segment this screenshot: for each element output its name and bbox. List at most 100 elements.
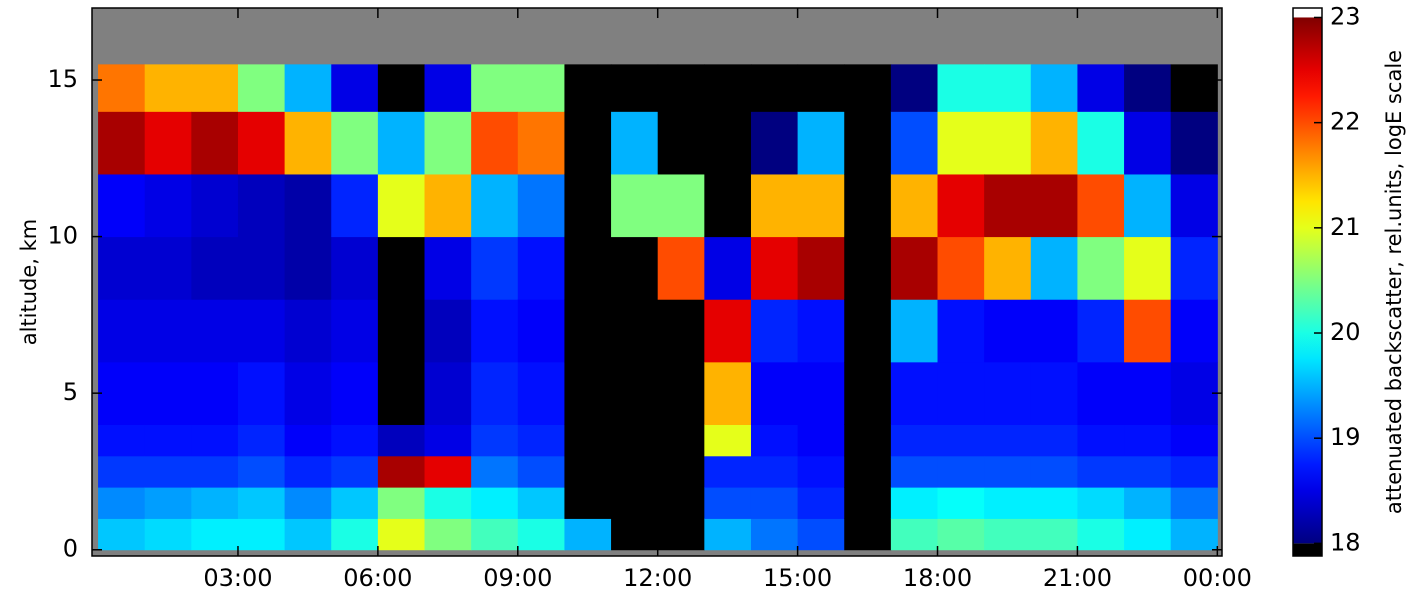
heatmap-cell [1077, 424, 1125, 457]
heatmap-cell [517, 173, 565, 238]
heatmap-cell [564, 64, 612, 112]
heatmap-cell [750, 424, 799, 457]
heatmap-cell [750, 518, 799, 551]
heatmap-cell [611, 173, 659, 238]
heatmap-cell [284, 424, 332, 457]
heatmap-cell [284, 455, 332, 488]
heatmap-cell [1124, 424, 1172, 457]
heatmap-cell [377, 487, 426, 519]
heatmap-cell [517, 518, 565, 551]
heatmap-cell [517, 64, 565, 112]
heatmap-cell [1077, 455, 1125, 488]
colorbar-tick-label: 22 [1330, 108, 1361, 136]
heatmap-cell [797, 487, 845, 519]
heatmap-cell [1030, 236, 1078, 300]
heatmap-cell [1124, 487, 1172, 519]
heatmap-cell [517, 111, 565, 175]
heatmap-cell [1077, 299, 1125, 363]
heatmap-cell [191, 236, 239, 300]
heatmap-cell [1077, 111, 1125, 175]
heatmap-cell [890, 64, 939, 112]
x-tick-label: 00:00 [1183, 564, 1252, 592]
heatmap-cell [984, 173, 1032, 238]
colorbar-under [1293, 543, 1322, 556]
heatmap-cell [331, 173, 379, 238]
heatmap-cell [1170, 424, 1218, 457]
x-tick-label: 03:00 [203, 564, 272, 592]
heatmap-cell [797, 455, 845, 488]
heatmap-cell [377, 518, 426, 551]
heatmap-cell [937, 111, 985, 175]
heatmap-cell [611, 64, 659, 112]
heatmap-cell [98, 64, 146, 112]
heatmap-cell [797, 64, 845, 112]
heatmap-cell [984, 299, 1032, 363]
heatmap-cell [984, 236, 1032, 300]
heatmap-cell [331, 299, 379, 363]
y-axis-label: altitude, km [17, 219, 41, 346]
heatmap-cell [611, 299, 659, 363]
heatmap-cell [1124, 455, 1172, 488]
heatmap-cell [284, 487, 332, 519]
heatmap-cell [517, 361, 565, 425]
heatmap-cell [377, 173, 426, 238]
heatmap-cell [98, 518, 146, 551]
heatmap-cell [191, 173, 239, 238]
heatmap-cell [657, 173, 705, 238]
heatmap-cell [424, 299, 472, 363]
heatmap-cell [1030, 299, 1078, 363]
heatmap-cell [144, 361, 192, 425]
heatmap-cell [1030, 111, 1078, 175]
heatmap-cell [704, 518, 752, 551]
heatmap-cell [750, 299, 799, 363]
heatmap-cell [564, 455, 612, 488]
heatmap-cell [191, 455, 239, 488]
heatmap-cell [611, 487, 659, 519]
heatmap-cell [424, 361, 472, 425]
heatmap-cell [191, 299, 239, 363]
heatmap-cell [1170, 299, 1218, 363]
heatmap-cell [1124, 64, 1172, 112]
heatmap-cell [284, 361, 332, 425]
heatmap-cell [284, 64, 332, 112]
heatmap-cell [844, 299, 892, 363]
heatmap-cell [984, 361, 1032, 425]
heatmap-cell [1170, 111, 1218, 175]
heatmap-cell [98, 361, 146, 425]
heatmap-cell [471, 424, 519, 457]
heatmap-cell [237, 518, 286, 551]
heatmap-cell [1124, 236, 1172, 300]
heatmap-cell [284, 111, 332, 175]
heatmap-cell [191, 518, 239, 551]
heatmap-cell [1077, 173, 1125, 238]
heatmap-cell [237, 236, 286, 300]
heatmap-cell [1077, 518, 1125, 551]
heatmap-cell [471, 236, 519, 300]
heatmap-cell [1030, 64, 1078, 112]
heatmap-cell [704, 299, 752, 363]
heatmap-cell [890, 111, 939, 175]
heatmap-cell [611, 236, 659, 300]
heatmap-cell [1124, 299, 1172, 363]
heatmap-cell [797, 424, 845, 457]
heatmap-cell [284, 236, 332, 300]
heatmap-cell [657, 424, 705, 457]
heatmap-cell [237, 173, 286, 238]
heatmap-cell [1170, 236, 1218, 300]
heatmap-cell [984, 64, 1032, 112]
y-tick-label: 10 [47, 222, 78, 250]
x-tick-label: 15:00 [763, 564, 832, 592]
colorbar-over [1293, 8, 1322, 18]
y-tick-label: 5 [63, 378, 78, 406]
heatmap-cell [797, 173, 845, 238]
heatmap-cell [657, 64, 705, 112]
colorbar-tick-label: 18 [1330, 528, 1361, 556]
heatmap-cell [1030, 455, 1078, 488]
heatmap-cell [377, 455, 426, 488]
heatmap-cell [564, 518, 612, 551]
heatmap-cell [377, 236, 426, 300]
heatmap-cell [750, 487, 799, 519]
heatmap-cell [657, 111, 705, 175]
x-tick-label: 09:00 [483, 564, 552, 592]
heatmap-cell [517, 487, 565, 519]
